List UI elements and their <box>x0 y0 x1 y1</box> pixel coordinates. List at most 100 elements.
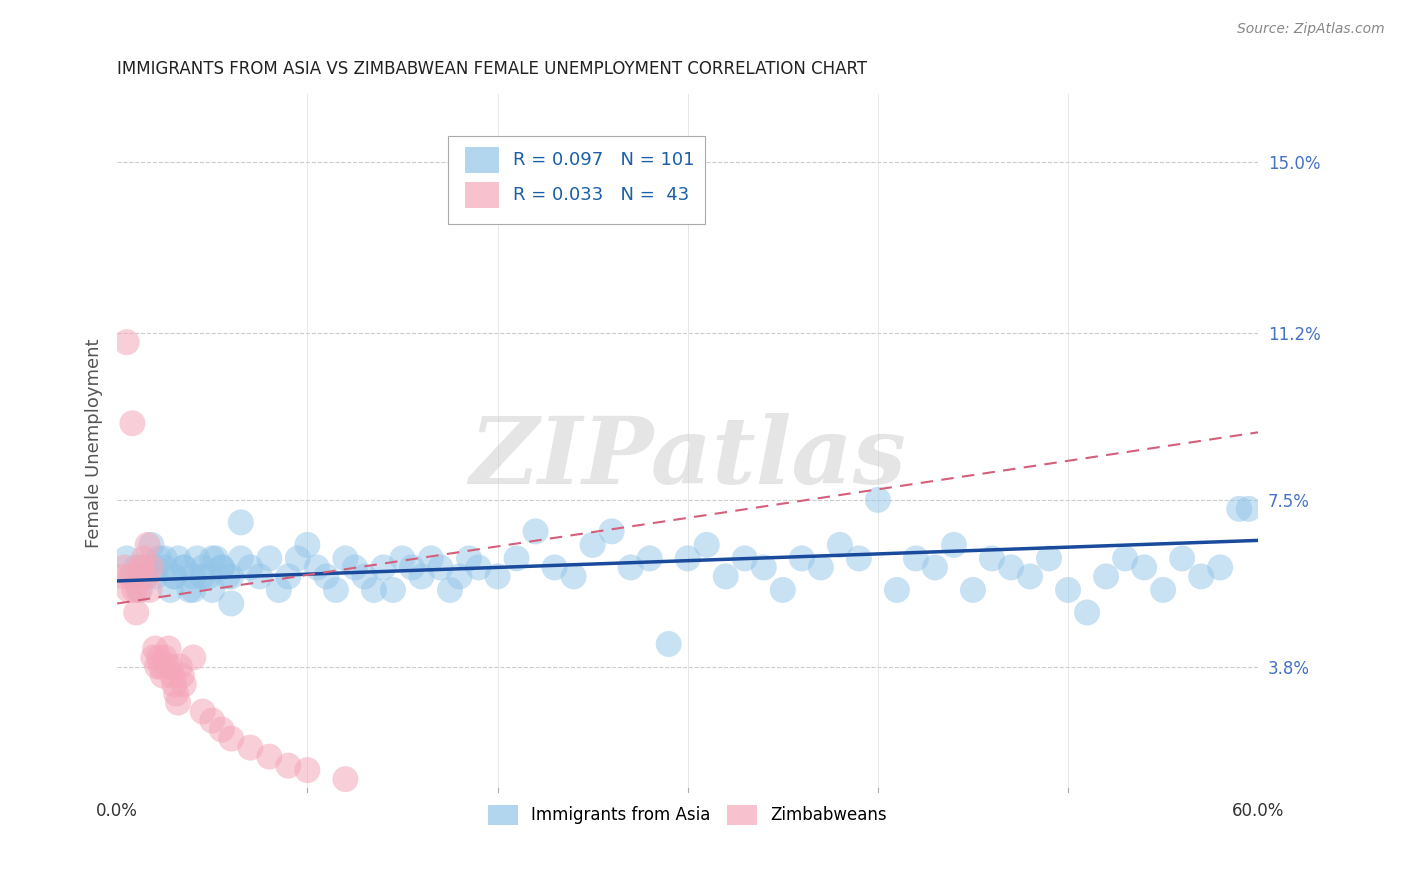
Point <box>221 597 243 611</box>
Point <box>734 551 756 566</box>
Point <box>381 582 404 597</box>
Point <box>335 551 357 566</box>
Point <box>211 560 233 574</box>
Point <box>142 650 165 665</box>
Point <box>173 677 195 691</box>
Point <box>163 677 186 691</box>
Point <box>135 569 157 583</box>
Point <box>163 569 186 583</box>
Point <box>581 538 603 552</box>
Point <box>297 763 319 777</box>
Point <box>297 538 319 552</box>
Text: R = 0.097   N = 101: R = 0.097 N = 101 <box>513 151 695 169</box>
Point <box>524 524 547 539</box>
Point <box>1019 569 1042 583</box>
Point <box>1076 606 1098 620</box>
Point <box>229 551 252 566</box>
Point <box>866 492 889 507</box>
Point <box>267 582 290 597</box>
Text: ZIPatlas: ZIPatlas <box>470 412 907 502</box>
Point <box>962 582 984 597</box>
Point <box>1209 560 1232 574</box>
Point <box>170 668 193 682</box>
Point <box>131 560 153 574</box>
Text: IMMIGRANTS FROM ASIA VS ZIMBABWEAN FEMALE UNEMPLOYMENT CORRELATION CHART: IMMIGRANTS FROM ASIA VS ZIMBABWEAN FEMAL… <box>117 60 868 78</box>
Point <box>676 551 699 566</box>
Point <box>658 637 681 651</box>
Point <box>163 569 186 583</box>
Point <box>277 569 299 583</box>
Point <box>486 569 509 583</box>
Point <box>173 560 195 574</box>
Point <box>114 560 136 574</box>
Point <box>229 516 252 530</box>
Point <box>449 569 471 583</box>
Point <box>129 582 152 597</box>
Point <box>191 569 214 583</box>
Point <box>1133 560 1156 574</box>
Point <box>600 524 623 539</box>
Point <box>429 560 451 574</box>
Point <box>638 551 661 566</box>
Point <box>1152 582 1174 597</box>
Point <box>411 569 433 583</box>
Point <box>165 687 187 701</box>
Point <box>1095 569 1118 583</box>
Point <box>153 551 176 566</box>
Point <box>924 560 946 574</box>
Point <box>981 551 1004 566</box>
Point <box>181 569 204 583</box>
Point <box>886 582 908 597</box>
Point <box>353 569 375 583</box>
Point <box>714 569 737 583</box>
Point <box>149 659 172 673</box>
Point <box>181 582 204 597</box>
Point <box>1057 582 1080 597</box>
Point <box>942 538 965 552</box>
Point <box>191 705 214 719</box>
Point <box>143 569 166 583</box>
Point <box>197 569 219 583</box>
Point <box>135 560 157 574</box>
Point <box>325 582 347 597</box>
Point <box>1171 551 1194 566</box>
Point <box>124 582 146 597</box>
Point <box>153 560 176 574</box>
Point <box>159 582 181 597</box>
Point <box>696 538 718 552</box>
Point <box>141 538 163 552</box>
Point <box>152 668 174 682</box>
Point <box>217 569 239 583</box>
FancyBboxPatch shape <box>465 182 499 208</box>
Legend: Immigrants from Asia, Zimbabweans: Immigrants from Asia, Zimbabweans <box>479 797 896 833</box>
Point <box>752 560 775 574</box>
Point <box>120 569 142 583</box>
Point <box>315 569 337 583</box>
Point <box>141 560 163 574</box>
Point <box>249 569 271 583</box>
Point <box>420 551 443 566</box>
Point <box>138 582 160 597</box>
Point <box>167 696 190 710</box>
Point <box>373 560 395 574</box>
Point <box>179 582 201 597</box>
Point <box>146 659 169 673</box>
Point <box>121 417 143 431</box>
Point <box>1038 551 1060 566</box>
Point <box>1237 501 1260 516</box>
Point <box>790 551 813 566</box>
Point <box>169 659 191 673</box>
Point <box>239 740 262 755</box>
Point <box>848 551 870 566</box>
Point <box>127 582 149 597</box>
Point <box>562 569 585 583</box>
Point <box>148 551 170 566</box>
Point <box>201 714 224 728</box>
Point <box>467 560 489 574</box>
Point <box>205 551 228 566</box>
Point <box>136 538 159 552</box>
Point <box>259 749 281 764</box>
Point <box>173 560 195 574</box>
Point <box>401 560 423 574</box>
Y-axis label: Female Unemployment: Female Unemployment <box>86 339 103 549</box>
